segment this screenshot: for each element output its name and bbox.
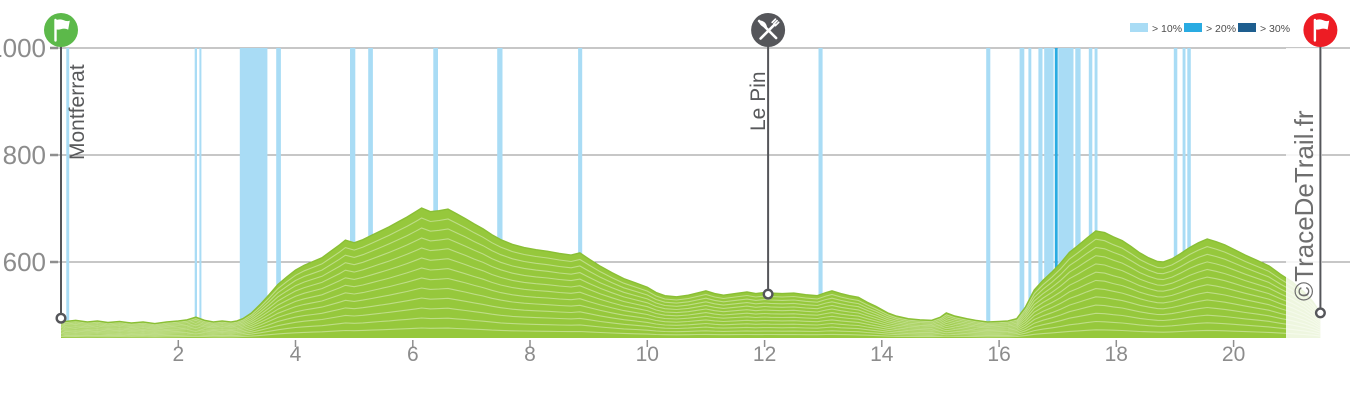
x-axis-label: 10 bbox=[636, 343, 659, 366]
steep-bar-gt10 bbox=[1182, 48, 1186, 338]
steep-bar-gt10 bbox=[1094, 48, 1098, 338]
gradient-legend: > 10% > 20% > 30% bbox=[1130, 23, 1290, 35]
steep-bar-gt10 bbox=[239, 48, 268, 338]
legend-label: > 10% bbox=[1152, 23, 1182, 35]
x-axis-label: 20 bbox=[1222, 343, 1245, 366]
steep-bar-gt10 bbox=[1028, 48, 1032, 338]
steep-bar-gt10 bbox=[199, 48, 202, 338]
legend-swatch bbox=[1130, 23, 1148, 32]
steep-bar-gt10 bbox=[818, 48, 823, 338]
legend-swatch bbox=[1184, 23, 1202, 32]
steep-bar-gt10 bbox=[66, 48, 70, 338]
steep-bar-gt10 bbox=[194, 48, 197, 338]
x-axis-label: 6 bbox=[407, 343, 419, 366]
legend-label: > 30% bbox=[1260, 23, 1290, 35]
steep-bar-gt10 bbox=[1038, 48, 1043, 338]
steep-bar-gt10 bbox=[1075, 48, 1081, 338]
gridlines: 600 800 1000 bbox=[0, 33, 1350, 277]
x-axis-label: 2 bbox=[172, 343, 184, 366]
steep-bar-gt10 bbox=[1173, 48, 1178, 338]
start-icon-circle bbox=[44, 13, 78, 47]
x-axis-label: 4 bbox=[290, 343, 302, 366]
food_stop-marker-dot bbox=[762, 288, 774, 300]
steep-bar-gt20 bbox=[1054, 48, 1058, 338]
x-axis: 2 4 6 8 10 12 14 16 18 20 bbox=[172, 340, 1245, 366]
contour-line bbox=[60, 237, 1321, 328]
steep-bar-gt10 bbox=[350, 48, 356, 338]
contour-line bbox=[60, 227, 1321, 327]
x-axis-label: 8 bbox=[524, 343, 536, 366]
start-label: Montferrat bbox=[66, 64, 89, 160]
start-marker-dot bbox=[55, 312, 67, 324]
finish-marker-dot bbox=[1314, 307, 1326, 319]
x-axis-label: 16 bbox=[987, 343, 1010, 366]
elevation-area bbox=[60, 207, 1321, 338]
x-axis-label: 18 bbox=[1105, 343, 1128, 366]
steep-bar-gt10 bbox=[497, 48, 503, 338]
x-axis-label: 12 bbox=[753, 343, 776, 366]
contour-line bbox=[60, 217, 1321, 326]
steep-gradient-bars bbox=[66, 48, 1191, 338]
route-markers bbox=[44, 13, 1338, 324]
elevation-top-edge bbox=[60, 207, 1321, 325]
contour-line bbox=[60, 327, 1321, 338]
watermark: ©TraceDeTrail.fr bbox=[1286, 48, 1322, 338]
steep-bar-gt10 bbox=[1044, 48, 1054, 338]
steep-bar-gt10 bbox=[578, 48, 583, 338]
contour-line bbox=[60, 317, 1321, 337]
steep-bar-gt10 bbox=[986, 48, 991, 338]
x-axis-label: 14 bbox=[870, 343, 894, 366]
elevation-area-fill bbox=[61, 208, 1321, 338]
steep-bar-gt10 bbox=[1187, 48, 1191, 338]
contour-line bbox=[60, 307, 1321, 336]
y-axis-label: 1000 bbox=[0, 33, 46, 63]
contour-line bbox=[60, 277, 1321, 332]
contour-line bbox=[60, 257, 1321, 330]
contour-line bbox=[60, 297, 1321, 335]
watermark-strip bbox=[1286, 48, 1322, 338]
steep-bar-gt10 bbox=[1019, 48, 1025, 338]
legend-label: > 20% bbox=[1206, 23, 1236, 35]
contour-line bbox=[60, 247, 1321, 329]
steep-bar-gt10 bbox=[1088, 48, 1093, 338]
contour-line bbox=[60, 267, 1321, 331]
steep-bar-gt10 bbox=[368, 48, 373, 338]
finish-icon-circle bbox=[1303, 13, 1338, 47]
steep-bar-gt10 bbox=[433, 48, 438, 338]
y-axis-label: 600 bbox=[3, 247, 46, 277]
waypoint-label: Le Pin bbox=[747, 71, 770, 131]
y-axis-label: 800 bbox=[3, 140, 46, 170]
contour-line bbox=[60, 287, 1321, 333]
steep-bar-gt10 bbox=[276, 48, 281, 338]
legend-swatch bbox=[1238, 23, 1256, 32]
watermark-text: ©TraceDeTrail.fr bbox=[1289, 110, 1319, 301]
